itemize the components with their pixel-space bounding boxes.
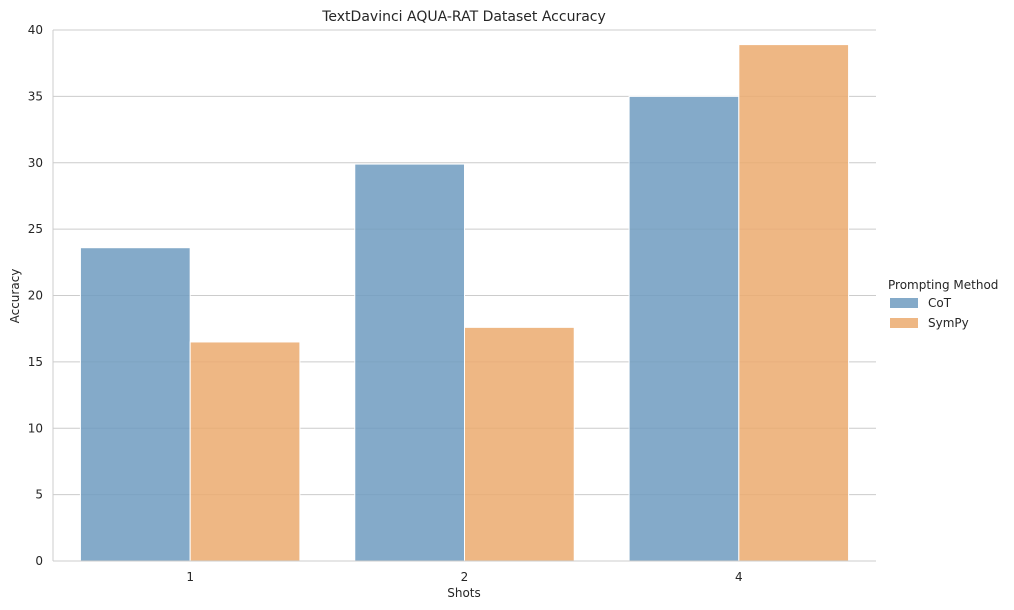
y-tick-label: 5 bbox=[35, 488, 43, 502]
legend: Prompting Method CoT SymPy bbox=[888, 278, 998, 330]
tick-labels: 0 5 10 15 20 25 30 35 40 1 2 4 bbox=[28, 23, 743, 584]
x-tick-label: 1 bbox=[186, 570, 194, 584]
legend-label-sympy: SymPy bbox=[928, 316, 969, 330]
x-tick-label: 4 bbox=[735, 570, 743, 584]
legend-swatch-cot bbox=[890, 298, 918, 308]
bar-cot-2 bbox=[354, 163, 465, 562]
y-tick-label: 15 bbox=[28, 355, 43, 369]
bar-sympy-2 bbox=[464, 326, 575, 562]
x-tick-label: 2 bbox=[461, 570, 469, 584]
y-tick-label: 20 bbox=[28, 289, 43, 303]
bars bbox=[79, 44, 850, 562]
bar-sympy-4 bbox=[738, 44, 850, 562]
chart-title: TextDavinci AQUA-RAT Dataset Accuracy bbox=[321, 9, 606, 25]
legend-swatch-sympy bbox=[890, 318, 918, 328]
axes bbox=[52, 30, 876, 562]
y-tick-label: 40 bbox=[28, 23, 43, 37]
bar-cot-4 bbox=[628, 95, 740, 562]
y-tick-label: 35 bbox=[28, 89, 43, 103]
legend-title: Prompting Method bbox=[888, 278, 998, 292]
y-tick-label: 30 bbox=[28, 156, 43, 170]
bar-cot-1 bbox=[79, 247, 191, 562]
y-tick-label: 10 bbox=[28, 421, 43, 435]
bar-sympy-1 bbox=[189, 341, 301, 562]
y-tick-label: 25 bbox=[28, 222, 43, 236]
y-tick-label: 0 bbox=[35, 554, 43, 568]
legend-label-cot: CoT bbox=[928, 296, 952, 310]
y-axis-label: Accuracy bbox=[8, 269, 22, 324]
x-axis-label: Shots bbox=[447, 586, 481, 600]
